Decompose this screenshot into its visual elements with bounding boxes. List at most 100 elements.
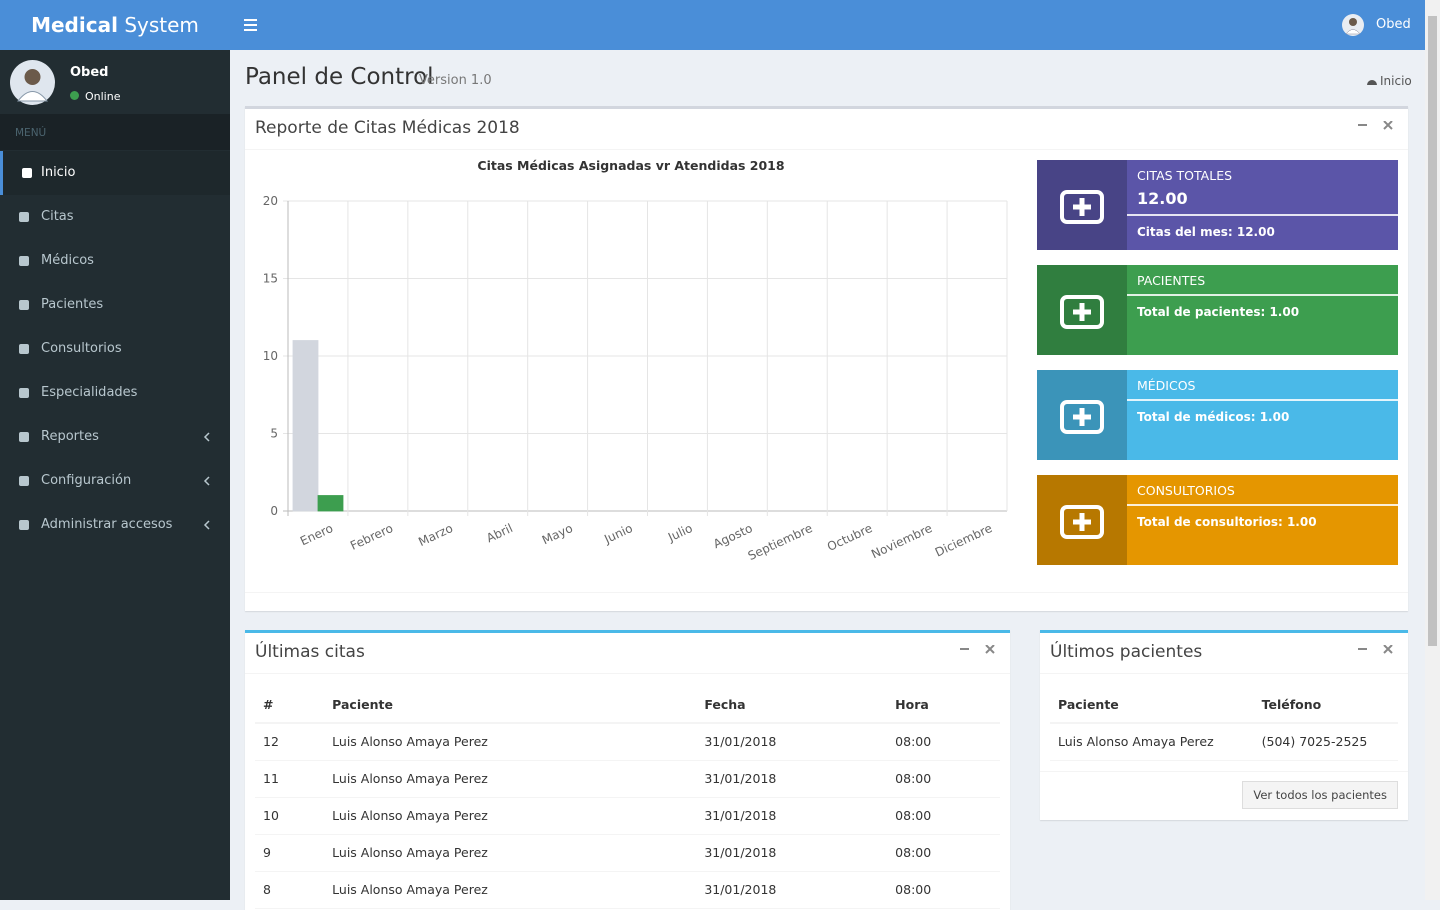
scrollbar[interactable]	[1425, 0, 1440, 900]
menu-icon	[19, 256, 29, 266]
menu-label: Pacientes	[41, 297, 104, 312]
icon-cross	[1073, 513, 1091, 531]
info-progress	[1127, 294, 1398, 296]
menu-item[interactable]: Administrar accesos	[0, 503, 230, 547]
info-icon	[1060, 400, 1104, 434]
table-cell: Luis Alonso Amaya Perez	[324, 797, 697, 835]
menu-icon	[19, 476, 29, 486]
table-cell: Luis Alonso Amaya Perez	[324, 834, 697, 872]
chevron	[203, 520, 210, 530]
chart: Citas Médicas Asignadas vr Atendidas 201…	[263, 158, 1008, 563]
breadcrumb[interactable]: Inicio	[1380, 74, 1412, 88]
info-icon-area	[1037, 160, 1127, 250]
table-cell: 08:00	[887, 723, 1000, 761]
page-title: Panel de Control	[245, 64, 434, 90]
menu-icon	[19, 212, 29, 222]
menu-icon	[22, 168, 32, 178]
table-cell: Luis Alonso Amaya Perez	[1050, 723, 1254, 761]
info-icon	[1060, 505, 1104, 539]
x-tick-label: Junio	[601, 521, 635, 547]
column-header: Hora	[887, 686, 1000, 724]
info-progress	[1127, 399, 1398, 401]
menu-item[interactable]: Pacientes	[0, 283, 230, 327]
sidebar-user-name: Obed	[70, 65, 109, 80]
column-header: Teléfono	[1253, 686, 1398, 724]
table-cell: 08:00	[887, 871, 1000, 909]
table-cell: 08:00	[887, 834, 1000, 872]
chevron-shape	[203, 476, 210, 486]
box-tools[interactable]	[1358, 645, 1396, 655]
table-cell: Luis Alonso Amaya Perez	[324, 723, 697, 761]
x-tick-label: Agosto	[711, 521, 755, 551]
menu-label: Citas	[41, 209, 74, 224]
chevron-shape	[203, 520, 210, 530]
info-box: CONSULTORIOS Total de consultorios: 1.00	[1037, 475, 1398, 565]
x-tick-label: Enero	[298, 521, 335, 548]
icon-shape	[1060, 190, 1104, 224]
x-tick-label: Julio	[665, 521, 695, 545]
table-row: 9 Luis Alonso Amaya Perez 31/01/2018 08:00	[255, 834, 1000, 872]
y-tick-label: 5	[270, 427, 278, 441]
box-title: Últimas citas	[255, 642, 365, 662]
view-all-button[interactable]: Ver todos los pacientes	[1242, 781, 1398, 809]
table-cell: Luis Alonso Amaya Perez	[324, 760, 697, 798]
menu-item[interactable]: Citas	[0, 195, 230, 239]
icon-shape	[19, 476, 29, 486]
menu-icon	[19, 300, 29, 310]
column-header: Paciente	[324, 686, 697, 724]
table-cell: 9	[255, 834, 325, 872]
navbar: Medical System Obed	[0, 0, 1425, 50]
user-avatar-small[interactable]	[1342, 14, 1364, 36]
icon-shape	[19, 388, 29, 398]
table-cell: 31/01/2018	[696, 871, 888, 909]
sidebar-user-status: Online	[85, 90, 121, 103]
menu-icon	[19, 344, 29, 354]
table-row: 12 Luis Alonso Amaya Perez 31/01/2018 08:00	[255, 723, 1000, 761]
info-box: PACIENTES Total de pacientes: 1.00	[1037, 265, 1398, 355]
menu-label: Médicos	[41, 253, 94, 268]
menu-label: Administrar accesos	[41, 517, 173, 532]
table-cell: (504) 7025-2525	[1253, 723, 1398, 761]
user-name[interactable]: Obed	[1376, 17, 1411, 32]
icon-shape	[19, 300, 29, 310]
column-header: Fecha	[696, 686, 888, 724]
box-tools[interactable]	[1358, 121, 1396, 131]
menu-item[interactable]: Configuración	[0, 459, 230, 503]
menu-label: Reportes	[41, 429, 99, 444]
breadcrumb-icon	[1367, 80, 1377, 85]
menu-icon	[19, 520, 29, 530]
icon-shape	[19, 256, 29, 266]
user-avatar	[10, 60, 55, 105]
sidebar: Obed Online MENÚ Inicio Citas Médicos Pacie…	[0, 50, 230, 900]
table-cell: 08:00	[887, 760, 1000, 798]
menu-label: Especialidades	[41, 385, 138, 400]
brand[interactable]: Medical System	[0, 0, 230, 50]
menu-label: Configuración	[41, 473, 132, 488]
table-row: 8 Luis Alonso Amaya Perez 31/01/2018 08:00	[255, 871, 1000, 909]
info-box: MÉDICOS Total de médicos: 1.00	[1037, 370, 1398, 460]
bar	[317, 495, 344, 512]
box-tools[interactable]	[960, 645, 998, 655]
icon-cross	[1073, 408, 1091, 426]
info-number: 12.00	[1137, 189, 1188, 208]
icon-shape	[19, 520, 29, 530]
menu-item[interactable]: Inicio	[0, 151, 230, 195]
table-row: 10 Luis Alonso Amaya Perez 31/01/2018 08:00	[255, 797, 1000, 835]
menu-item[interactable]: Médicos	[0, 239, 230, 283]
appointments-table: # Paciente Fecha Hora 12 Luis Alonso Amaya Pe…	[255, 686, 1000, 909]
menu-item[interactable]: Reportes	[0, 415, 230, 459]
info-icon	[1060, 190, 1104, 224]
icon-cross	[1073, 198, 1091, 216]
menu-item[interactable]: Consultorios	[0, 327, 230, 371]
page-subtitle: Version 1.0	[419, 73, 492, 88]
table-row: Luis Alonso Amaya Perez (504) 7025-2525	[1050, 723, 1398, 761]
y-tick-label: 0	[270, 504, 278, 518]
menu-toggle[interactable]	[244, 18, 258, 32]
patients-box: Últimos pacientes Paciente Teléfono Luis A…	[1040, 630, 1408, 820]
icon-shape	[1060, 295, 1104, 329]
menu-item[interactable]: Especialidades	[0, 371, 230, 415]
patients-table: Paciente Teléfono Luis Alonso Amaya Perez(…	[1050, 686, 1398, 761]
bar	[292, 340, 319, 512]
icon-shape	[1060, 505, 1104, 539]
table-header-row: # Paciente Fecha Hora	[255, 686, 1000, 724]
